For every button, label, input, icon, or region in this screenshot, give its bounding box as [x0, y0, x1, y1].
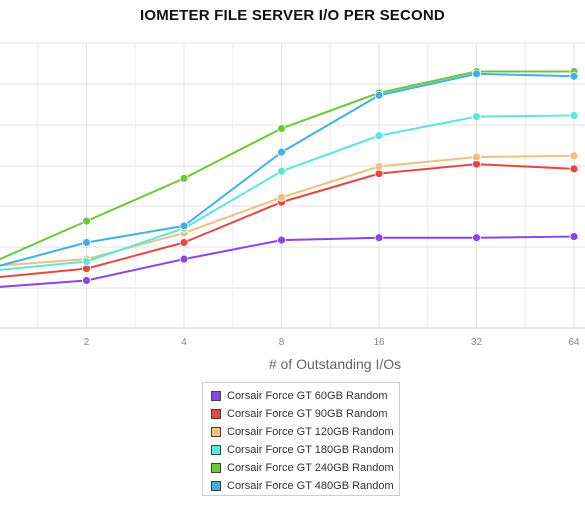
- data-point: [179, 221, 189, 231]
- legend-swatch: [211, 481, 221, 491]
- data-point: [82, 257, 91, 266]
- data-point: [82, 276, 91, 285]
- legend-item: Corsair Force GT 60GB Random: [211, 387, 399, 405]
- x-tick-label: 64: [568, 337, 580, 348]
- x-tick-label: 2: [84, 337, 90, 348]
- data-point: [374, 131, 384, 141]
- legend-item: Corsair Force GT 120GB Random: [211, 423, 399, 441]
- data-point: [569, 232, 579, 241]
- legend-item: Corsair Force GT 180GB Random: [211, 441, 399, 459]
- x-tick-label: 4: [181, 337, 187, 348]
- legend-label: Corsair Force GT 480GB Random: [227, 480, 394, 492]
- data-point: [472, 152, 481, 162]
- data-point: [277, 192, 286, 202]
- legend-label: Corsair Force GT 90GB Random: [227, 408, 388, 420]
- data-point: [277, 124, 286, 133]
- legend-item: Corsair Force GT 240GB Random: [211, 459, 399, 477]
- data-point: [374, 162, 384, 171]
- data-point: [277, 147, 286, 157]
- data-point: [472, 112, 481, 122]
- data-point: [569, 111, 579, 120]
- legend-item: Corsair Force GT 480GB Random: [211, 477, 399, 495]
- data-point: [472, 233, 481, 243]
- legend-swatch: [211, 463, 221, 473]
- legend-swatch: [211, 445, 221, 455]
- legend-label: Corsair Force GT 60GB Random: [227, 390, 388, 402]
- data-point: [82, 238, 91, 247]
- data-point: [569, 151, 579, 161]
- data-point: [277, 235, 286, 245]
- data-point: [179, 238, 189, 247]
- chart-legend: Corsair Force GT 60GB Random Corsair Forc…: [202, 382, 400, 496]
- data-point: [179, 173, 189, 183]
- x-tick-label: 8: [279, 337, 285, 348]
- x-tick-label: 32: [471, 337, 483, 348]
- data-point: [277, 166, 286, 176]
- legend-label: Corsair Force GT 120GB Random: [227, 426, 394, 438]
- legend-label: Corsair Force GT 240GB Random: [227, 462, 394, 474]
- legend-swatch: [211, 409, 221, 419]
- x-axis-title: # of Outstanding I/Os: [269, 356, 401, 372]
- data-point: [472, 69, 481, 79]
- chart-title: IOMETER FILE SERVER I/O PER SECOND: [140, 7, 445, 24]
- x-tick-label: 16: [373, 337, 385, 348]
- data-point: [569, 71, 579, 81]
- data-point: [179, 254, 189, 264]
- data-point: [374, 233, 384, 243]
- legend-swatch: [211, 391, 221, 401]
- data-point: [569, 164, 579, 174]
- legend-label: Corsair Force GT 180GB Random: [227, 444, 394, 456]
- data-point: [82, 216, 91, 226]
- legend-swatch: [211, 427, 221, 437]
- data-point: [374, 90, 384, 100]
- legend-item: Corsair Force GT 90GB Random: [211, 405, 399, 423]
